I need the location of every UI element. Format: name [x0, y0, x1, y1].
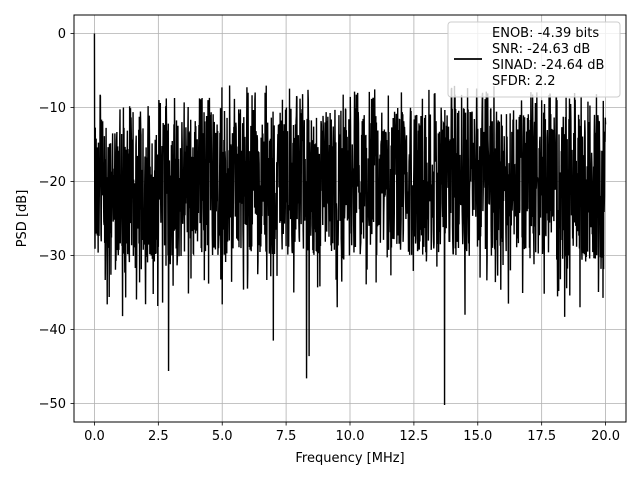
psd-series-line: [93, 33, 607, 405]
x-tick-label: 17.5: [527, 429, 556, 444]
legend-entry-line: SINAD: -24.64 dB: [492, 58, 604, 73]
x-tick-label: 0.0: [84, 429, 105, 444]
x-tick-label: 5.0: [212, 429, 233, 444]
x-tick-label: 20.0: [591, 429, 620, 444]
x-tick-label: 10.0: [336, 429, 365, 444]
legend-entry-line: ENOB: -4.39 bits: [492, 26, 599, 41]
legend-entry-line: SNR: -24.63 dB: [492, 42, 590, 57]
x-tick-label: 15.0: [463, 429, 492, 444]
y-tick-label: −50: [39, 397, 66, 412]
x-axis-label: Frequency [MHz]: [295, 451, 404, 466]
x-tick-label: 2.5: [148, 429, 169, 444]
y-tick-label: −30: [39, 249, 66, 264]
legend-entry-line: SFDR: 2.2: [492, 74, 556, 89]
y-tick-label: −20: [39, 175, 66, 190]
x-tick-label: 7.5: [276, 429, 297, 444]
x-axis-ticks: 0.0 2.5 5.0 7.5 10.0 12.5 15.0 17.5 20.0: [84, 422, 620, 444]
x-tick-label: 12.5: [399, 429, 428, 444]
y-tick-label: −40: [39, 323, 66, 338]
legend-box: [447, 21, 621, 98]
y-axis-label: PSD [dB]: [15, 190, 30, 248]
y-axis-ticks: 0 −10 −20 −30 −40 −50: [39, 27, 74, 412]
y-tick-label: −10: [39, 101, 66, 116]
y-tick-label: 0: [58, 27, 66, 42]
psd-trace: [93, 33, 607, 405]
